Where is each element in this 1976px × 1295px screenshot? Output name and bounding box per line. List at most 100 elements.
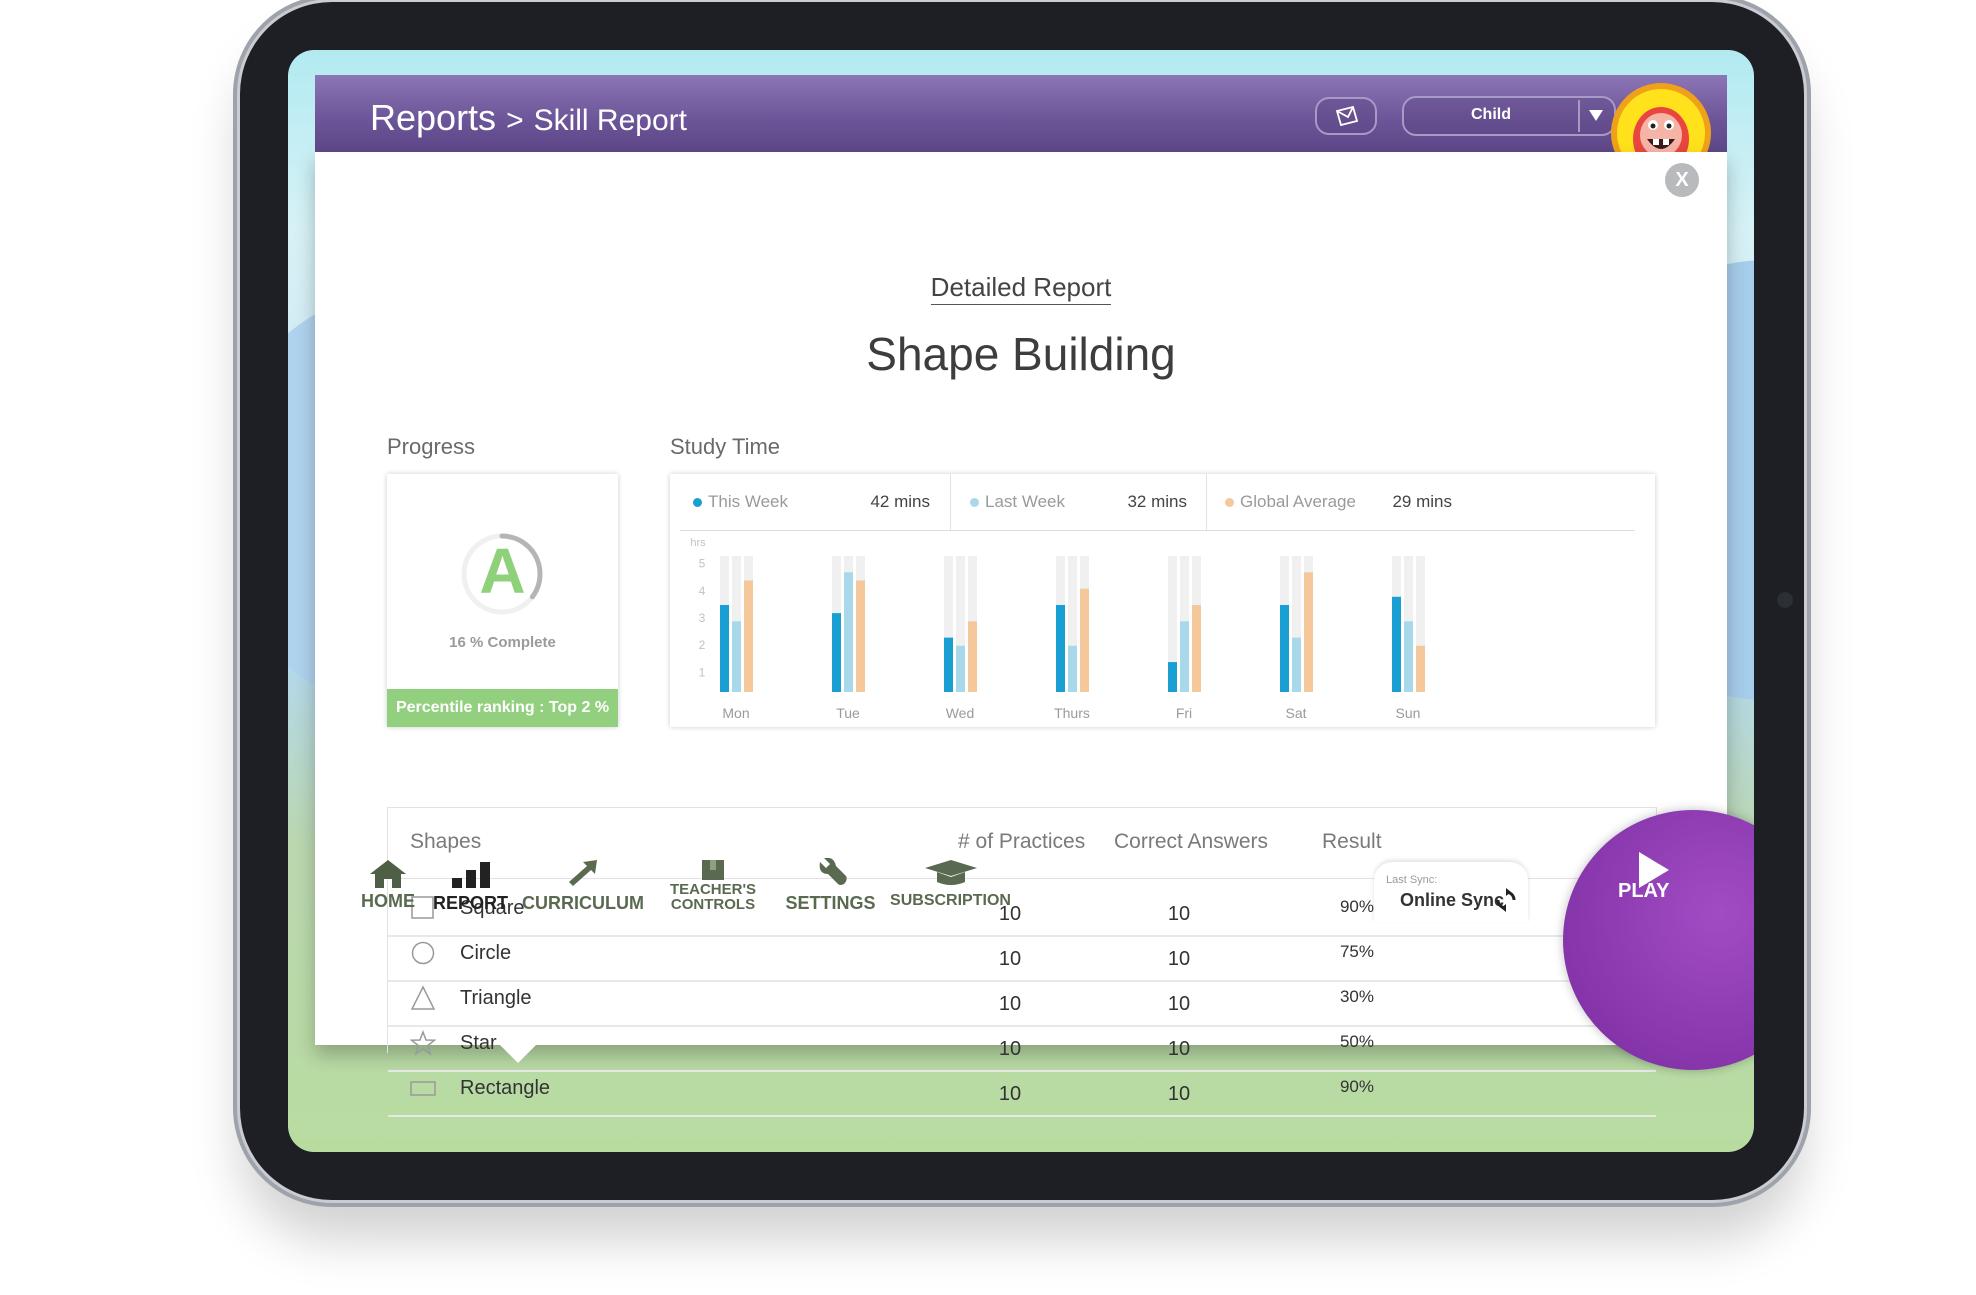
sync-icon bbox=[1496, 888, 1516, 912]
home-icon bbox=[370, 860, 406, 888]
nav-home[interactable]: HOME bbox=[343, 858, 433, 911]
legend-label: This Week bbox=[708, 492, 788, 511]
bar-this-week bbox=[1280, 604, 1289, 692]
legend-divider bbox=[1206, 474, 1207, 530]
correct-count: 10 bbox=[1167, 1038, 1191, 1060]
star-icon bbox=[410, 1030, 436, 1056]
y-axis-unit-label: hrs bbox=[690, 537, 706, 549]
shape-name: Triangle bbox=[460, 987, 532, 1009]
y-tick-label: 1 bbox=[699, 665, 706, 679]
bar-last-week bbox=[732, 621, 741, 692]
practices-count: 10 bbox=[998, 903, 1022, 925]
bar-global-average bbox=[1080, 588, 1089, 692]
legend-last-week: Last Week 32 mins bbox=[967, 474, 1187, 530]
column-header-result: Result bbox=[1322, 830, 1382, 853]
legend-divider-line bbox=[680, 530, 1635, 531]
bar-track bbox=[1168, 556, 1177, 692]
last-sync-caption: Last Sync: bbox=[1386, 874, 1438, 886]
legend-label: Global Average bbox=[1240, 492, 1356, 511]
select-divider bbox=[1578, 100, 1580, 132]
wrench-icon bbox=[819, 858, 847, 885]
online-sync-label: Online Sync bbox=[1400, 890, 1505, 910]
legend-value: 42 mins bbox=[870, 492, 930, 511]
result-value: 75% bbox=[1339, 942, 1374, 961]
legend-global-average: Global Average 29 mins bbox=[1222, 474, 1452, 530]
nav-teachers-controls[interactable]: TEACHER'S CONTROLS bbox=[653, 858, 773, 918]
camera-dot bbox=[1777, 592, 1793, 608]
y-tick-label: 4 bbox=[699, 584, 706, 598]
table-row[interactable]: Rectangle 10 10 90% bbox=[388, 1059, 1656, 1117]
percentile-ranking: Percentile ranking : Top 2 % bbox=[387, 689, 618, 727]
nav-subscription-label: SUBSCRIPTION bbox=[890, 892, 1011, 909]
bar-global-average bbox=[968, 621, 977, 692]
square-icon bbox=[411, 896, 434, 919]
bar-last-week bbox=[1068, 645, 1077, 692]
x-tick-label: Tue bbox=[836, 705, 860, 721]
active-tab-pointer bbox=[498, 1043, 538, 1063]
online-sync-button[interactable]: Last Sync: Online Sync bbox=[1374, 862, 1528, 922]
legend-value: 32 mins bbox=[1127, 492, 1187, 511]
breadcrumb-reports-link[interactable]: Reports bbox=[370, 97, 497, 138]
circle-icon bbox=[411, 941, 435, 965]
rectangle-icon bbox=[410, 1081, 436, 1096]
x-tick-label: Fri bbox=[1176, 705, 1192, 721]
x-tick-label: Thurs bbox=[1054, 705, 1090, 721]
legend-value: 29 mins bbox=[1392, 492, 1452, 511]
table-row[interactable]: Circle 10 10 75% bbox=[388, 924, 1656, 982]
legend-dot-this-week bbox=[693, 498, 702, 507]
table-row[interactable]: Star 10 10 50% bbox=[388, 1014, 1656, 1072]
messages-button[interactable] bbox=[1315, 97, 1377, 135]
x-tick-label: Wed bbox=[946, 705, 975, 721]
result-value: 90% bbox=[1339, 897, 1374, 916]
study-time-card: This Week 42 mins Last Week 32 mins Glob… bbox=[670, 474, 1655, 727]
correct-count: 10 bbox=[1167, 993, 1191, 1015]
bar-this-week bbox=[832, 613, 841, 692]
progress-label: Progress bbox=[387, 434, 476, 459]
nav-settings[interactable]: SETTINGS bbox=[773, 858, 888, 912]
breadcrumb-separator: > bbox=[506, 104, 524, 137]
play-icon bbox=[1639, 852, 1669, 888]
study-time-label: Study Time bbox=[670, 434, 781, 459]
result-value: 30% bbox=[1339, 987, 1374, 1006]
practices-count: 10 bbox=[998, 1038, 1022, 1060]
bar-track bbox=[1292, 556, 1301, 692]
bar-chart-icon bbox=[451, 862, 490, 888]
bar-track bbox=[1068, 556, 1077, 692]
table-row[interactable]: Triangle 10 10 30% bbox=[388, 969, 1656, 1027]
shape-name: Circle bbox=[460, 942, 512, 964]
shape-name: Square bbox=[460, 897, 525, 919]
nav-home-label: HOME bbox=[361, 891, 415, 911]
nav-subscription[interactable]: SUBSCRIPTION bbox=[878, 858, 1023, 909]
completion-text: 16 % Complete bbox=[449, 634, 556, 651]
breadcrumb-current-page: Skill Report bbox=[533, 104, 687, 137]
x-tick-label: Mon bbox=[722, 705, 749, 721]
bar-this-week bbox=[1056, 604, 1065, 692]
shapes-table: Shapes # of Practices Correct Answers Re… bbox=[387, 807, 1657, 1117]
y-tick-label: 2 bbox=[699, 638, 706, 652]
column-header-practices: # of Practices bbox=[958, 830, 1086, 853]
bar-last-week bbox=[1292, 637, 1301, 692]
correct-count: 10 bbox=[1167, 1083, 1191, 1105]
nav-curriculum[interactable]: CURRICULUM bbox=[518, 858, 648, 912]
y-tick-label: 5 bbox=[699, 557, 706, 571]
book-icon bbox=[702, 860, 724, 880]
nav-report[interactable]: REPORT bbox=[418, 858, 523, 912]
progress-ring bbox=[461, 533, 543, 615]
legend-dot-last-week bbox=[970, 498, 979, 507]
bar-track bbox=[1416, 556, 1425, 692]
bar-last-week bbox=[956, 645, 965, 692]
correct-count: 10 bbox=[1167, 948, 1191, 970]
nav-settings-label: SETTINGS bbox=[785, 893, 876, 913]
header-bar: Reports > Skill Report Child bbox=[315, 75, 1727, 183]
bar-global-average bbox=[744, 580, 753, 692]
bar-this-week bbox=[1392, 596, 1401, 692]
app-screen: Reports > Skill Report Child bbox=[288, 50, 1754, 1152]
breadcrumb: Reports > Skill Report bbox=[370, 97, 687, 139]
bar-global-average bbox=[1304, 572, 1313, 692]
bar-last-week bbox=[1404, 621, 1413, 692]
result-value: 90% bbox=[1339, 1077, 1374, 1096]
graduation-cap-icon bbox=[924, 860, 977, 885]
table-row[interactable]: Square 10 10 90% bbox=[388, 879, 1656, 937]
close-button[interactable]: X bbox=[1665, 163, 1699, 197]
child-select[interactable]: Child bbox=[1402, 96, 1616, 136]
